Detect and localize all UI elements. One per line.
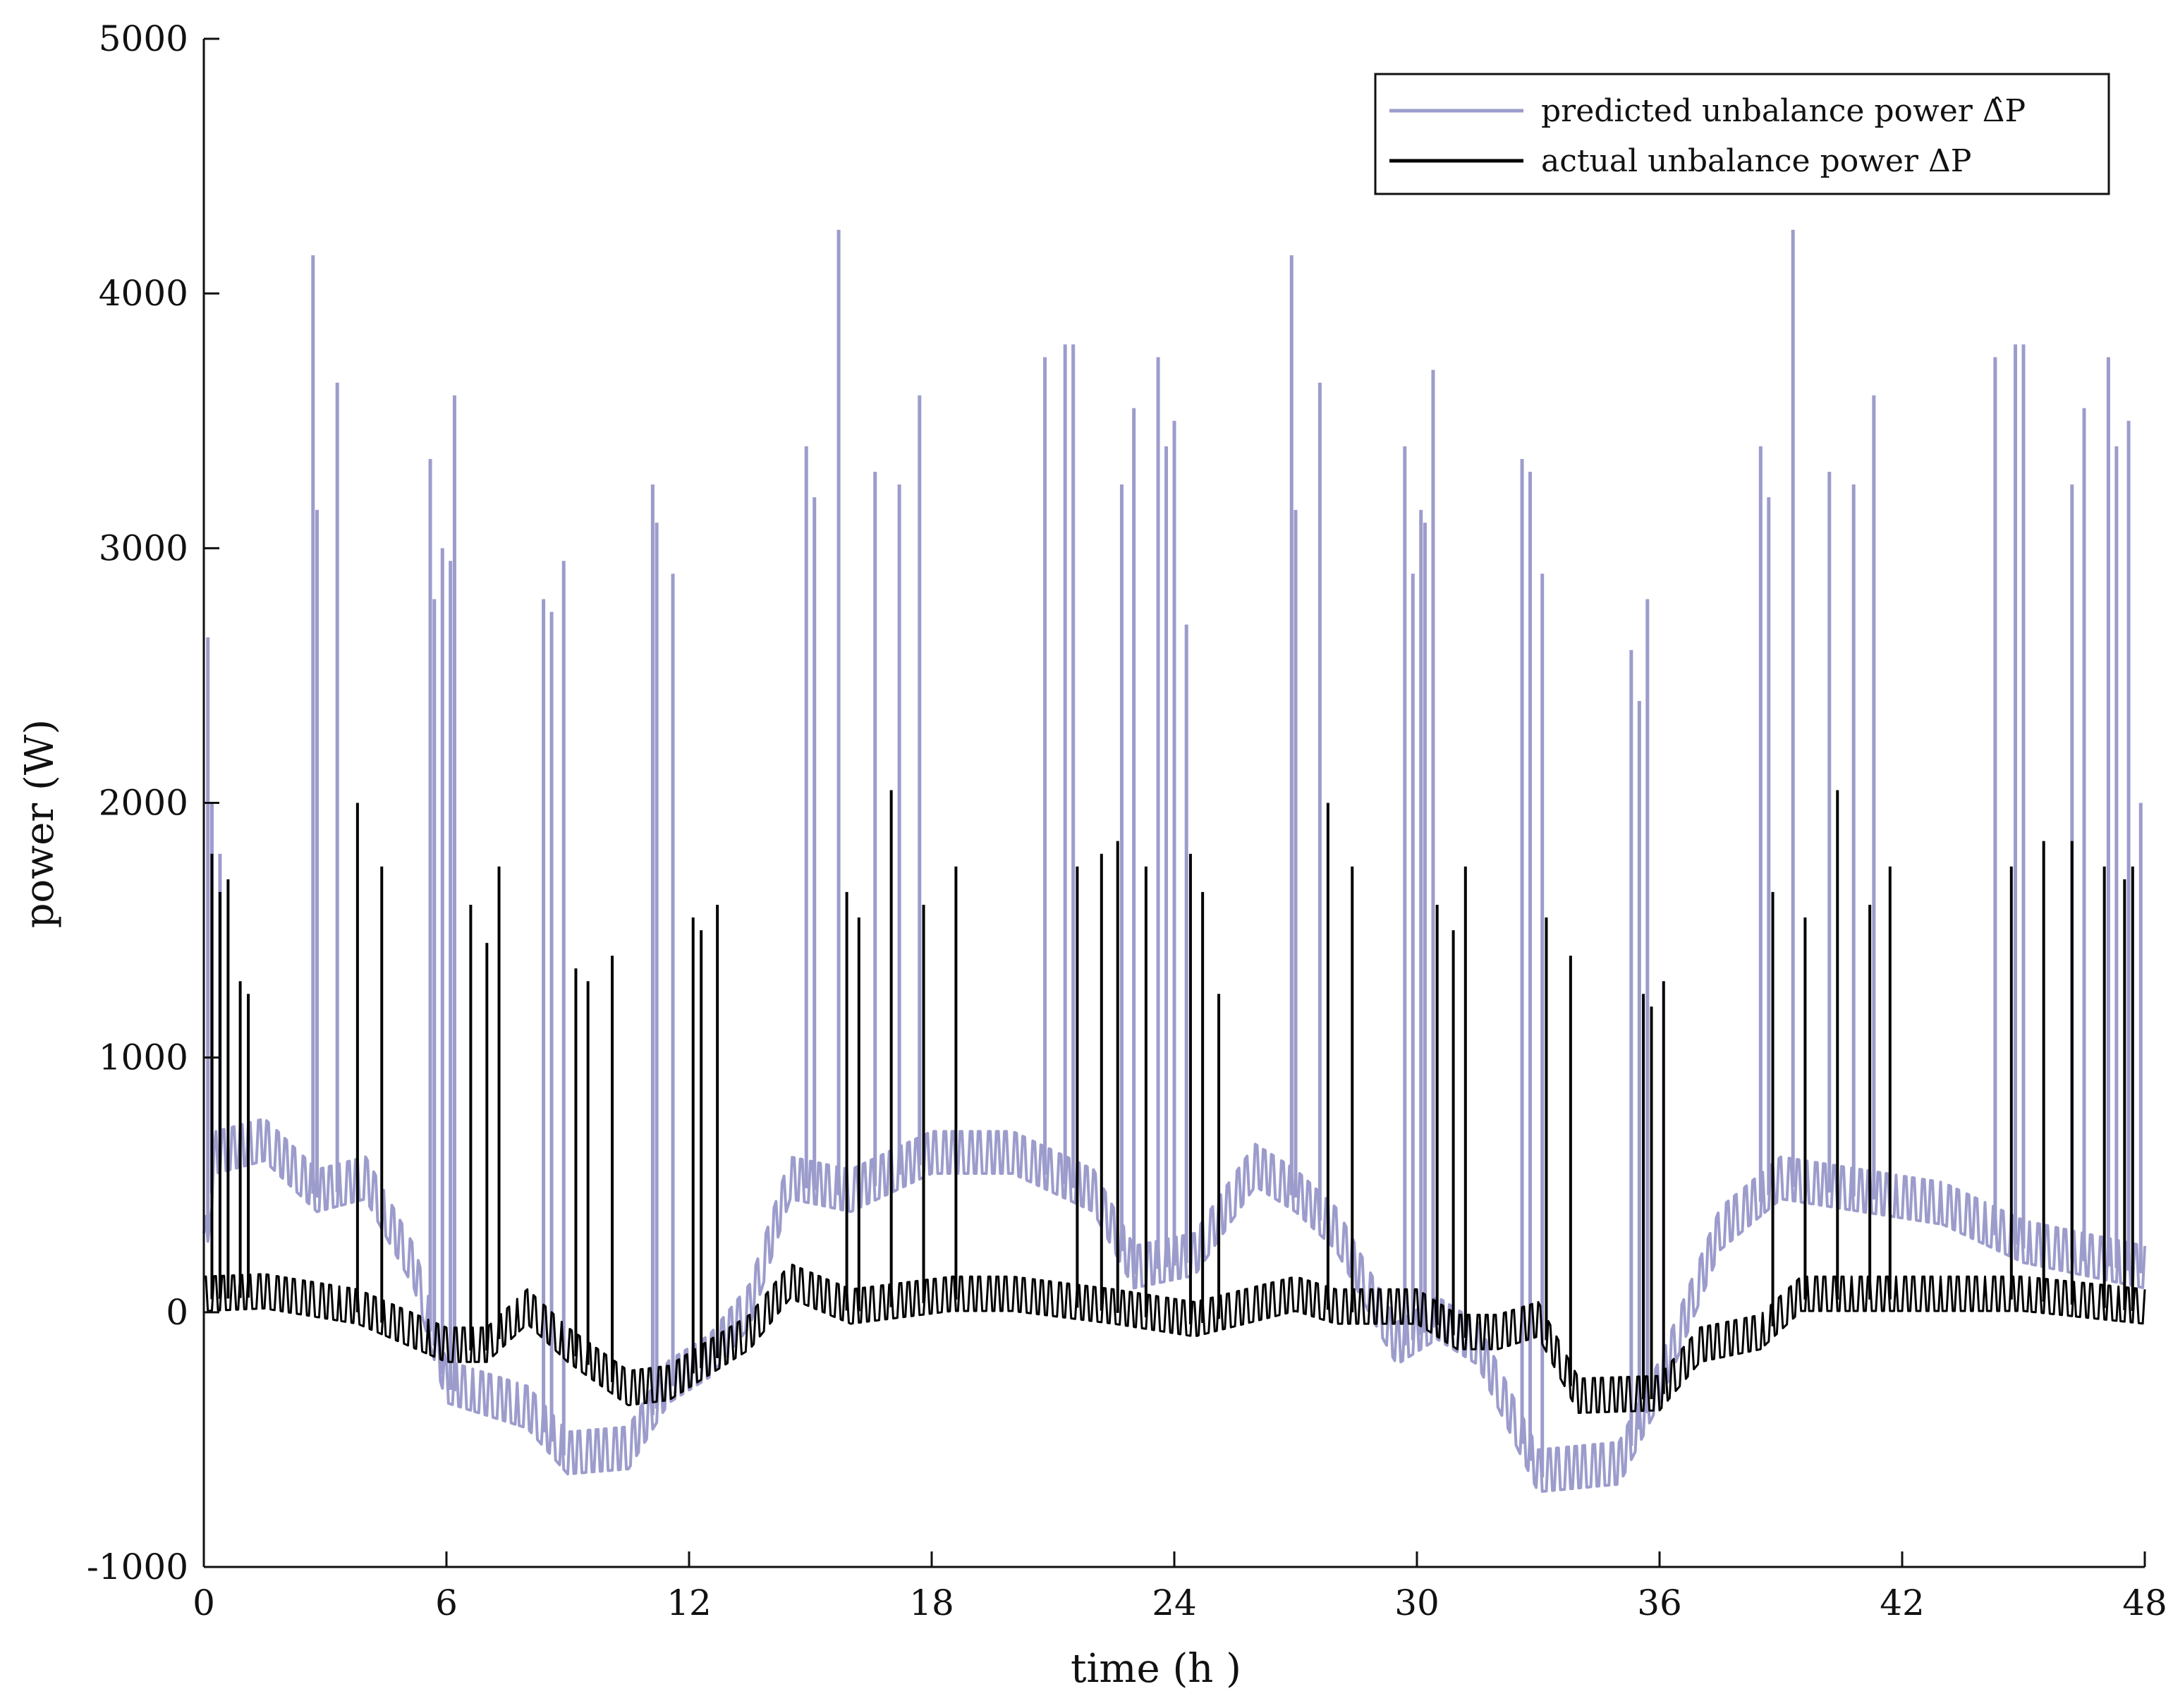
x-tick-label: 36 xyxy=(1637,1582,1682,1623)
y-tick-label: -1000 xyxy=(87,1547,188,1587)
ticks-layer: 0 6 12 18 24 30 36 42 48-10000100020003000400050… xyxy=(87,18,2167,1623)
x-tick-label: 48 xyxy=(2122,1582,2167,1623)
x-tick-label: 6 xyxy=(435,1582,458,1623)
x-tick-label: 30 xyxy=(1394,1582,1439,1623)
y-tick-label: 2000 xyxy=(99,783,188,824)
x-tick-label: 12 xyxy=(666,1582,712,1623)
y-tick-label: 0 xyxy=(166,1292,188,1333)
legend: predicted unbalance power Δ̂P actual unb… xyxy=(1374,73,2110,195)
legend-label-predicted: predicted unbalance power Δ̂P xyxy=(1541,93,2026,129)
legend-box xyxy=(1374,73,2110,195)
y-axis-label: power (W) xyxy=(17,719,63,928)
series-actual-line xyxy=(203,1263,2146,1414)
series-layer xyxy=(202,229,2146,1493)
x-tick-label: 42 xyxy=(1880,1582,1925,1623)
x-axis-label: time (h ) xyxy=(1071,1646,1241,1692)
y-tick-label: 3000 xyxy=(99,527,188,568)
x-tick-label: 18 xyxy=(909,1582,954,1623)
x-tick-label: 24 xyxy=(1152,1582,1197,1623)
y-tick-label: 5000 xyxy=(99,18,188,59)
y-tick-label: 1000 xyxy=(99,1037,188,1078)
legend-label-actual: actual unbalance power ΔP xyxy=(1541,143,1971,179)
x-tick-label: 0 xyxy=(193,1582,215,1623)
y-tick-label: 4000 xyxy=(99,273,188,314)
